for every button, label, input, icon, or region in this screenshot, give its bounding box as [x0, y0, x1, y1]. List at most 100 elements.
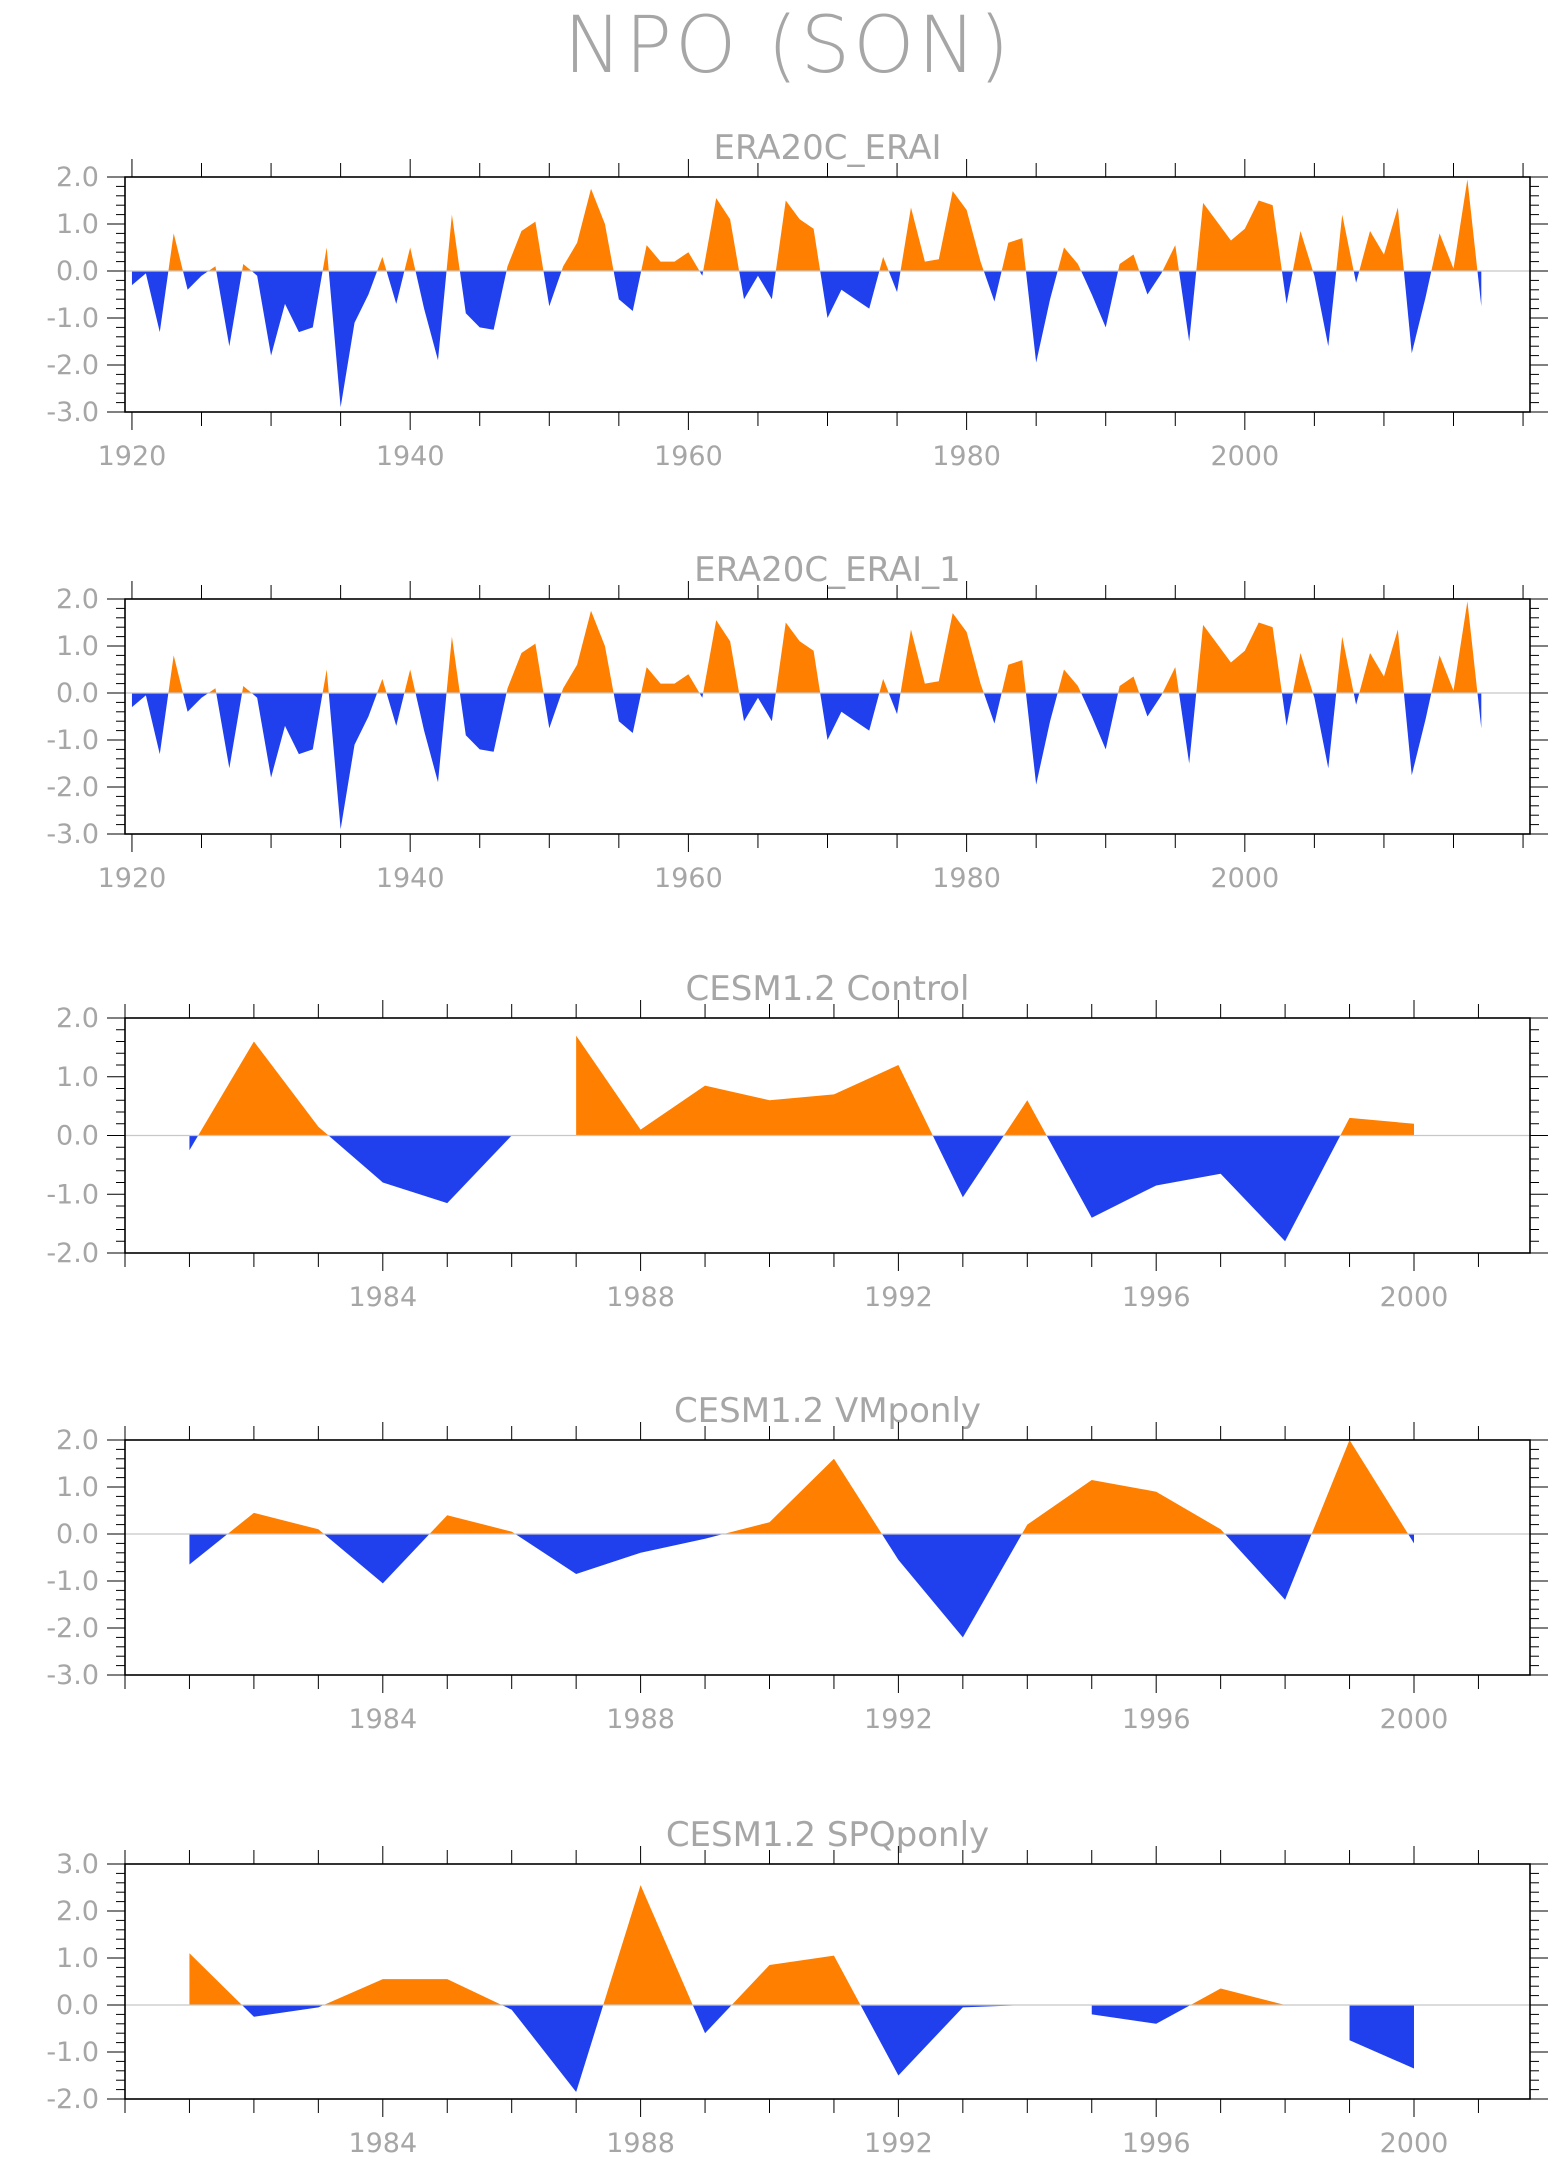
y-tick-label: 3.0 [56, 1849, 99, 1880]
positive-area [1311, 1440, 1409, 1534]
negative-area [216, 693, 243, 769]
x-tick-label: 2000 [1210, 863, 1279, 894]
negative-area [1081, 271, 1119, 328]
x-tick-label: 1984 [348, 1282, 417, 1313]
x-tick-label: 1980 [932, 863, 1001, 894]
negative-area [189, 1135, 199, 1151]
negative-area [1312, 271, 1337, 347]
y-tick-label: -3.0 [46, 1660, 99, 1691]
positive-area [703, 620, 740, 693]
positive-area [506, 221, 544, 271]
negative-area [459, 271, 507, 330]
positive-area [561, 610, 614, 693]
y-tick-label: 0.0 [56, 1519, 99, 1550]
negative-area [820, 271, 880, 318]
negative-area [323, 1534, 430, 1584]
y-tick-label: -3.0 [46, 819, 99, 850]
negative-area [1353, 271, 1360, 283]
negative-area [501, 2005, 604, 2092]
negative-area [613, 693, 642, 733]
positive-area [1359, 207, 1404, 271]
negative-area [860, 2005, 1028, 2076]
negative-area [251, 271, 323, 356]
y-tick-label: 1.0 [56, 1943, 99, 1974]
negative-area [415, 693, 447, 783]
negative-area [932, 1135, 1004, 1198]
positive-area [242, 263, 252, 271]
positive-area [1292, 653, 1313, 693]
y-tick-label: 2.0 [56, 1896, 99, 1927]
positive-area [322, 247, 329, 271]
positive-area [603, 1885, 693, 2005]
positive-area [1431, 601, 1478, 693]
positive-area [576, 1035, 933, 1136]
negative-area [1281, 271, 1293, 304]
negative-area [328, 271, 378, 408]
x-tick-label: 1996 [1122, 2128, 1191, 2159]
x-tick-label: 2000 [1380, 1704, 1449, 1735]
negative-area [1091, 2005, 1191, 2024]
negative-area [1179, 693, 1197, 764]
negative-area [1046, 1135, 1341, 1242]
positive-area [404, 247, 416, 271]
positive-area [1292, 231, 1313, 271]
positive-area [168, 655, 183, 693]
x-tick-label: 1960 [654, 863, 723, 894]
negative-area [515, 1534, 724, 1574]
y-tick-label: -2.0 [46, 1613, 99, 1644]
negative-area [328, 693, 378, 830]
x-tick-label: 1980 [932, 441, 1001, 472]
negative-area [1139, 693, 1163, 717]
positive-area [208, 266, 217, 271]
positive-area [900, 613, 984, 693]
negative-area [983, 693, 1002, 724]
panel-title: CESM1.2 VMponly [674, 1391, 981, 1431]
y-tick-label: 1.0 [56, 631, 99, 662]
positive-area [1431, 179, 1478, 271]
y-tick-label: -2.0 [46, 2084, 99, 2115]
negative-area [692, 2005, 732, 2034]
negative-area [699, 271, 704, 276]
positive-area [723, 1458, 882, 1534]
negative-area [216, 271, 243, 347]
positive-area [322, 669, 329, 693]
positive-area [1336, 636, 1354, 693]
positive-area [446, 636, 460, 693]
x-tick-label: 1984 [348, 1704, 417, 1735]
negative-area [888, 271, 901, 293]
y-tick-label: 0.0 [56, 678, 99, 709]
positive-area [168, 233, 183, 271]
chart-panel-2: ERA20C_ERAI_1 -3.0 -2.0 -1.0 0.0 1.0 2.0 1920 19… [46, 550, 1548, 894]
x-tick-label: 1920 [98, 441, 167, 472]
positive-area [377, 256, 387, 271]
negative-area [699, 693, 704, 698]
positive-area [1190, 1988, 1286, 2005]
negative-area [1477, 271, 1482, 307]
negative-area [251, 693, 323, 778]
negative-area [543, 271, 562, 307]
positive-area [506, 643, 544, 693]
negative-area [1403, 693, 1432, 776]
negative-area [459, 693, 507, 752]
negative-area [1081, 693, 1119, 750]
positive-area [879, 678, 889, 693]
positive-area [1001, 660, 1026, 693]
y-tick-label: -1.0 [46, 1179, 99, 1210]
positive-area [561, 188, 614, 271]
positive-area [1162, 667, 1180, 693]
x-tick-label: 1988 [606, 1282, 675, 1313]
negative-area [820, 693, 880, 740]
x-tick-label: 1988 [606, 1704, 675, 1735]
plot-frame [124, 1863, 1531, 2100]
x-tick-label: 1996 [1122, 1704, 1191, 1735]
negative-area [131, 271, 169, 333]
positive-area [1162, 245, 1180, 271]
y-tick-label: -1.0 [46, 2037, 99, 2068]
positive-area [1001, 238, 1026, 271]
y-tick-label: -1.0 [46, 725, 99, 756]
x-tick-label: 2000 [1380, 1282, 1449, 1313]
negative-area [888, 693, 901, 715]
positive-area [1359, 629, 1404, 693]
positive-area [1057, 247, 1082, 271]
negative-area [543, 693, 562, 729]
